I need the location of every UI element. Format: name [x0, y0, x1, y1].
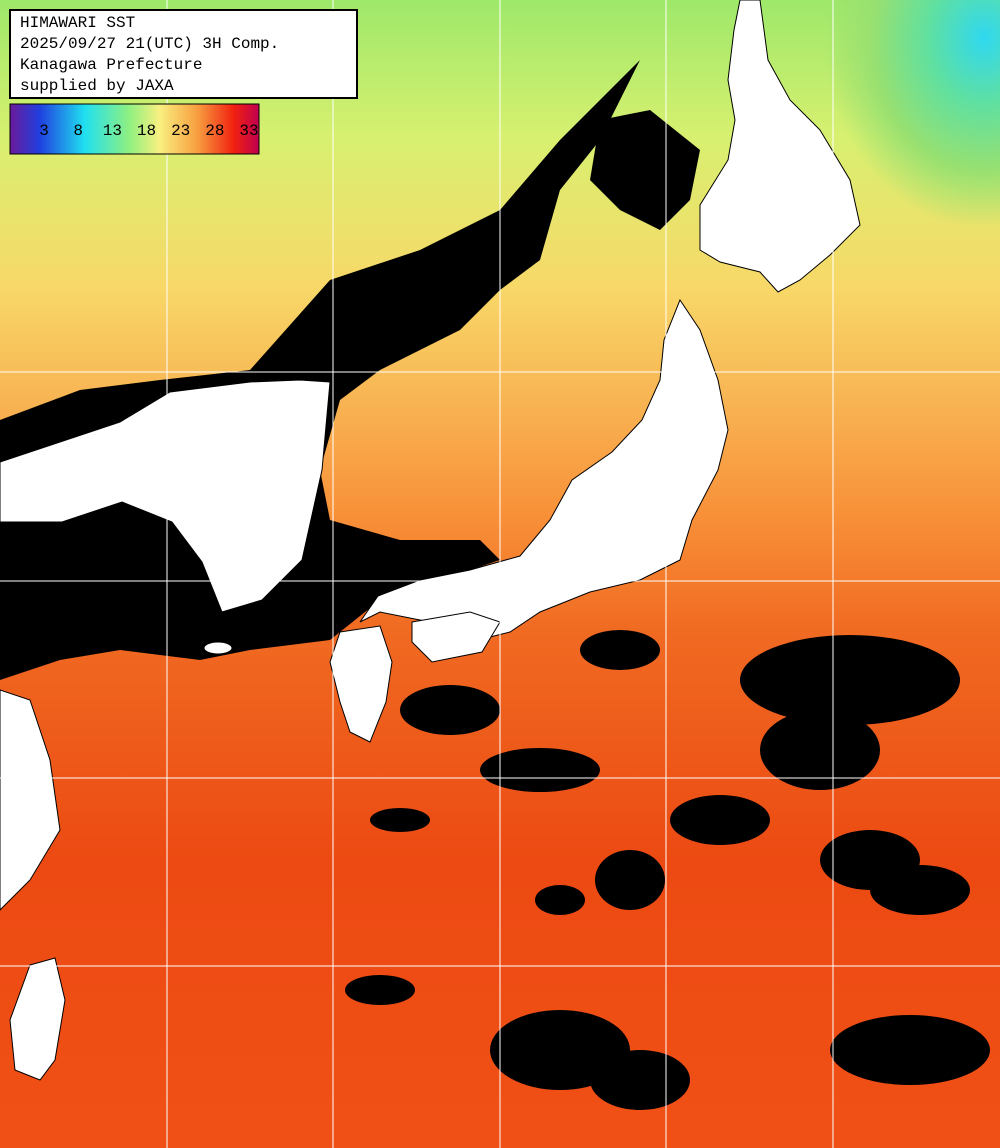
colorbar [9, 103, 260, 155]
colorbar-label: 13 [103, 122, 122, 140]
legend-box [9, 9, 358, 99]
land [0, 0, 861, 1081]
colorbar-label: 18 [137, 122, 156, 140]
colorbar-label: 23 [171, 122, 190, 140]
legend-text: HIMAWARI SST 2025/09/27 21(UTC) 3H Comp. K… [20, 14, 279, 95]
clouds [0, 60, 990, 1110]
colorbar-label: 33 [239, 122, 258, 140]
legend-line: supplied by JAXA [20, 77, 174, 95]
colorbar-labels: 3 8 13 18 23 28 33 [39, 122, 258, 140]
legend-line: Kanagawa Prefecture [20, 56, 202, 74]
colorbar-label: 28 [205, 122, 224, 140]
legend-line: HIMAWARI SST [20, 14, 135, 32]
legend-line: 2025/09/27 21(UTC) 3H Comp. [20, 35, 279, 53]
colorbar-label: 8 [73, 122, 83, 140]
colorbar-label: 3 [39, 122, 49, 140]
